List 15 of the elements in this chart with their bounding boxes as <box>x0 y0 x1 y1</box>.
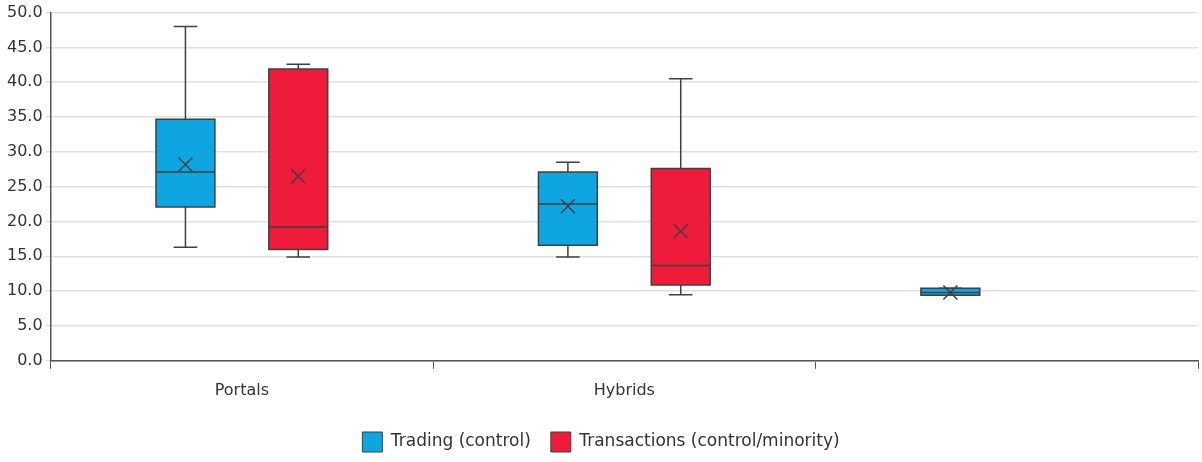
x-tick-label: Portals <box>214 379 270 399</box>
x-tick-label: Hybrids <box>593 379 655 399</box>
legend-label: Trading (control) <box>389 430 531 451</box>
y-tick-label: 45.0 <box>7 36 43 56</box>
legend-label: Transactions (control/minority) <box>578 430 840 451</box>
y-tick-label: 20.0 <box>7 210 43 230</box>
y-tick-label: 10.0 <box>7 280 43 300</box>
y-tick-label: 40.0 <box>7 71 43 91</box>
y-tick-label: 15.0 <box>7 245 43 265</box>
y-tick-label: 50.0 <box>7 1 43 21</box>
y-tick-label: 30.0 <box>7 141 43 161</box>
y-tick-label: 25.0 <box>7 175 43 195</box>
y-tick-label: 35.0 <box>7 106 43 126</box>
y-tick-label: 0.0 <box>17 349 43 369</box>
y-tick-label: 5.0 <box>17 315 43 335</box>
